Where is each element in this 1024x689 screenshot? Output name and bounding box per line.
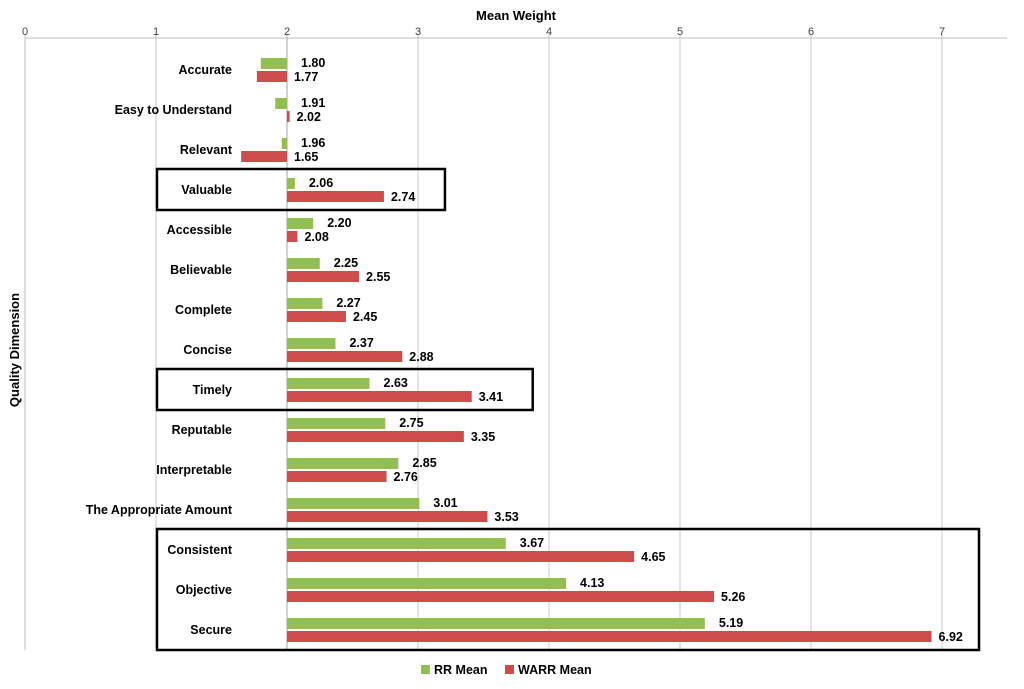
bar-rr-mean: [287, 178, 295, 189]
legend-swatch-rr: [421, 665, 430, 674]
x-tick-label: 4: [546, 26, 552, 38]
bar-rr-mean: [281, 138, 287, 149]
data-label-rr: 5.19: [719, 616, 743, 630]
bar-warr-mean: [287, 551, 635, 562]
data-label-rr: 1.96: [301, 136, 325, 150]
bar-rr-mean: [287, 218, 314, 229]
bar-warr-mean: [287, 631, 932, 642]
data-label-rr: 2.63: [384, 376, 408, 390]
bar-warr-mean: [287, 231, 298, 242]
data-label-rr: 1.91: [301, 96, 325, 110]
legend-swatch-warr: [505, 665, 514, 674]
bar-warr-mean: [287, 511, 488, 522]
highlight-box: [155, 367, 534, 412]
x-tick-label: 1: [153, 26, 159, 38]
bar-warr-mean: [287, 311, 346, 322]
data-label-rr: 2.37: [349, 336, 373, 350]
bar-rr-mean: [287, 618, 705, 629]
x-tick-label: 3: [415, 26, 421, 38]
category-label: Secure: [190, 623, 232, 637]
data-labels: 1.801.77 1.912.02 1.961.65 2.06 2.74 2.202.08…: [294, 56, 963, 644]
data-label-rr: 2.25: [334, 256, 358, 270]
data-label-warr: 4.65: [641, 550, 665, 564]
bar-rr-mean: [275, 98, 287, 109]
data-label-warr: 2.88: [409, 350, 433, 364]
x-tick-label: 7: [939, 26, 945, 38]
data-label-warr: 3.35: [471, 430, 495, 444]
bar-warr-mean: [287, 111, 290, 122]
bar-warr-mean: [241, 151, 287, 162]
bar-warr-mean: [287, 591, 715, 602]
bar-rr-mean: [287, 498, 420, 509]
category-label: Timely: [193, 383, 232, 397]
data-label-rr: 2.75: [399, 416, 423, 430]
data-label-warr: 1.77: [294, 70, 318, 84]
category-label: Reputable: [172, 423, 232, 437]
x-tick-label: 0: [22, 26, 28, 38]
category-label: Concise: [183, 343, 232, 357]
data-label-rr: 2.20: [327, 216, 351, 230]
data-label-warr: 2.08: [304, 230, 328, 244]
data-label-rr: 1.80: [301, 56, 325, 70]
bar-warr-mean: [287, 471, 387, 482]
bar-warr-mean: [287, 391, 472, 402]
bar-rr-mean: [287, 298, 323, 309]
bar-rr-mean: [260, 58, 287, 69]
data-label-warr: 3.53: [494, 510, 518, 524]
bar-rr-mean: [287, 418, 386, 429]
data-label-rr: 2.27: [336, 296, 360, 310]
category-label: Complete: [175, 303, 232, 317]
data-label-rr: 2.85: [412, 456, 436, 470]
highlight-box: [155, 167, 447, 212]
data-label-warr: 2.45: [353, 310, 377, 324]
bar-rr-mean: [287, 338, 336, 349]
bar-warr-mean: [287, 191, 384, 202]
category-label: Relevant: [180, 143, 233, 157]
highlight-box: [155, 527, 981, 652]
legend-label-rr: RR Mean: [434, 663, 487, 677]
legend: RR Mean WARR Mean: [421, 663, 592, 677]
highlight-boxes: [155, 167, 981, 652]
data-label-warr: 2.55: [366, 270, 390, 284]
x-tick-label: 6: [808, 26, 814, 38]
data-label-rr: 2.06: [309, 176, 333, 190]
data-label-warr: 3.41: [479, 390, 503, 404]
data-label-warr: 2.76: [394, 470, 418, 484]
data-label-warr: 1.65: [294, 150, 318, 164]
data-label-warr: 2.02: [297, 110, 321, 124]
data-label-rr: 4.13: [580, 576, 604, 590]
category-label: Consistent: [167, 543, 232, 557]
data-label-warr: 6.92: [939, 630, 963, 644]
x-tick-labels: 0 1 2 3 4 5 6 7: [22, 26, 945, 38]
category-label: The Appropriate Amount: [86, 503, 233, 517]
bar-rr-mean: [287, 578, 567, 589]
bars: [241, 58, 932, 642]
category-label: Accessible: [167, 223, 232, 237]
x-tick-label: 2: [284, 26, 290, 38]
bar-rr-mean: [287, 538, 506, 549]
data-label-warr: 2.74: [391, 190, 415, 204]
category-label: Objective: [176, 583, 232, 597]
bar-warr-mean: [256, 71, 287, 82]
category-label: Easy to Understand: [115, 103, 232, 117]
bar-warr-mean: [287, 271, 360, 282]
y-axis-title: Quality Dimension: [7, 293, 22, 407]
category-label: Believable: [170, 263, 232, 277]
category-label: Accurate: [179, 63, 233, 77]
legend-label-warr: WARR Mean: [518, 663, 592, 677]
category-label: Interpretable: [156, 463, 232, 477]
bar-rr-mean: [287, 458, 399, 469]
bar-rr-mean: [287, 378, 370, 389]
data-label-rr: 3.01: [433, 496, 457, 510]
bar-warr-mean: [287, 351, 403, 362]
x-tick-label: 5: [677, 26, 683, 38]
data-label-warr: 5.26: [721, 590, 745, 604]
bar-rr-mean: [287, 258, 320, 269]
data-label-rr: 3.67: [520, 536, 544, 550]
x-axis-title: Mean Weight: [476, 8, 557, 23]
category-label: Valuable: [181, 183, 232, 197]
bar-warr-mean: [287, 431, 464, 442]
category-labels: Accurate Easy to Understand Relevant Valuab…: [86, 63, 233, 637]
